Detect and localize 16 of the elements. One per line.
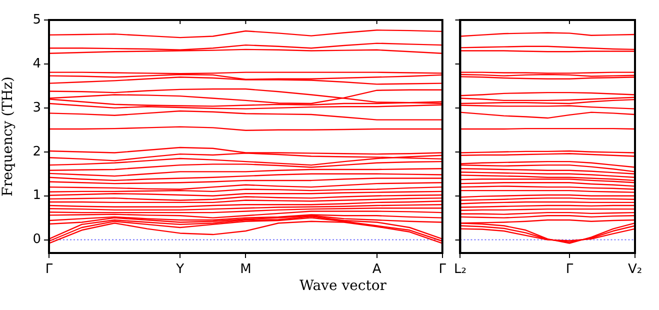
x-tick-label: A bbox=[372, 262, 382, 278]
x-tick-label: Γ bbox=[438, 262, 447, 278]
x-tick-label: V₂ bbox=[628, 262, 642, 278]
y-axis-title: Frequency (THz) bbox=[0, 76, 16, 197]
x-tick-label: L₂ bbox=[454, 262, 466, 278]
x-tick-label: Y bbox=[175, 262, 184, 278]
y-tick-label: 1 bbox=[32, 188, 41, 204]
x-tick-label: Γ bbox=[45, 262, 54, 278]
y-tick-label: 0 bbox=[32, 232, 41, 248]
y-tick-label: 2 bbox=[32, 144, 41, 160]
x-axis-title: Wave vector bbox=[300, 278, 386, 294]
x-tick-label: M bbox=[240, 262, 252, 278]
y-tick-label: 5 bbox=[32, 12, 41, 28]
x-tick-label: Γ bbox=[566, 262, 574, 278]
y-tick-label: 3 bbox=[32, 100, 41, 116]
y-tick-label: 4 bbox=[32, 56, 41, 72]
